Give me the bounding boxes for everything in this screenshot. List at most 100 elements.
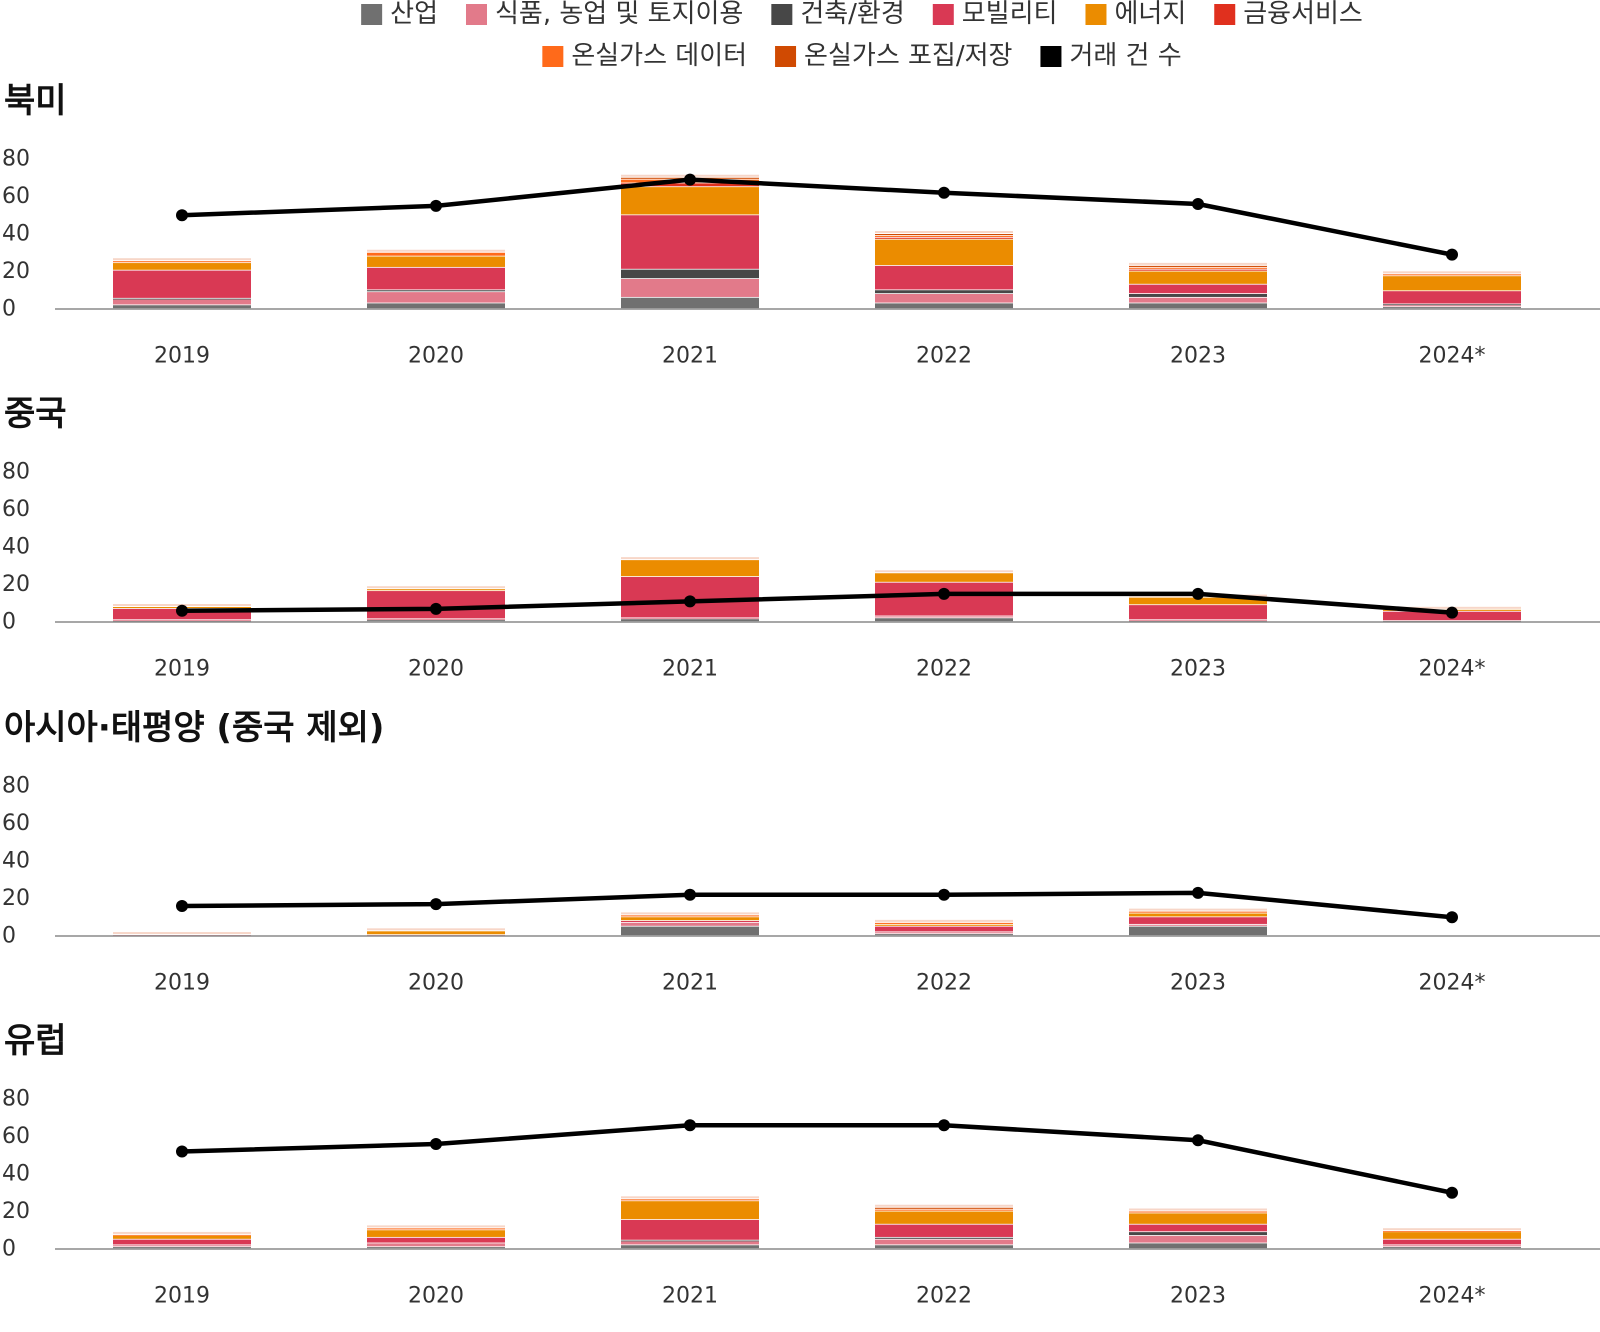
- x-tick-label: 2024*: [1419, 971, 1486, 996]
- y-tick-label: 20: [2, 886, 30, 911]
- y-tick-label: 20: [2, 1199, 30, 1224]
- bar-cap: [875, 1204, 1013, 1207]
- bar-segment: [1129, 297, 1267, 303]
- y-tick-label: 60: [2, 1124, 30, 1149]
- deal-count-point: [1446, 1186, 1458, 1199]
- legend-label: 에너지: [1114, 0, 1186, 29]
- bar-segment: [875, 237, 1013, 239]
- legend-label: 거래 건 수: [1069, 41, 1181, 71]
- y-tick-label: 40: [2, 1162, 30, 1187]
- x-tick-label: 2021: [662, 971, 718, 996]
- x-tick-label: 2021: [662, 344, 718, 369]
- y-tick-label: 60: [2, 811, 30, 836]
- bar-segment: [875, 234, 1013, 236]
- bar-segment: [875, 239, 1013, 266]
- bar-segment: [875, 922, 1013, 924]
- legend-item: 온실가스 데이터: [542, 41, 747, 71]
- bar-segment: [875, 1239, 1013, 1245]
- deal-count-point: [1192, 1134, 1204, 1147]
- deal-count-point: [938, 587, 950, 600]
- legend-label: 금융서비스: [1243, 0, 1363, 29]
- deal-count-point: [1192, 198, 1204, 210]
- chart-panel: 유럽 0 20 40 60 80 2019 2020 2021 2022 2023 2024*: [2, 1021, 1600, 1309]
- bar-segment: [621, 187, 759, 215]
- x-tick-label: 2024*: [1419, 344, 1486, 369]
- bar-segment: [1129, 267, 1267, 269]
- bar-cap: [621, 1196, 759, 1199]
- x-tick-label: 2023: [1170, 971, 1226, 996]
- x-tick-label: 2023: [1170, 344, 1226, 369]
- bar-segment: [367, 1230, 505, 1237]
- x-tick-label: 2023: [1170, 1284, 1226, 1309]
- bar-segment: [621, 1199, 759, 1201]
- x-tick-label: 2020: [408, 971, 464, 996]
- bar-segment: [875, 1211, 1013, 1224]
- legend-item: 건축/환경: [771, 0, 905, 29]
- bar-segment: [875, 303, 1013, 309]
- bar-segment: [621, 926, 759, 936]
- x-tick-label: 2019: [154, 1284, 210, 1309]
- bar-cap: [367, 249, 505, 252]
- x-tick-label: 2022: [916, 344, 972, 369]
- bar-cap: [875, 919, 1013, 922]
- bar-segment: [875, 265, 1013, 290]
- legend-label: 산업: [390, 0, 438, 29]
- bar-segment: [875, 616, 1013, 618]
- bar-segment: [875, 235, 1013, 237]
- legend-label: 온실가스 포집/저장: [804, 41, 1012, 71]
- bar-segment: [1129, 303, 1267, 309]
- panel-title: 아시아·태평양 (중국 제외): [4, 708, 384, 748]
- bar-segment: [113, 305, 251, 309]
- bar-segment: [1129, 284, 1267, 294]
- bar-segment: [875, 294, 1013, 303]
- y-tick-label: 80: [2, 1087, 30, 1112]
- deal-count-point: [176, 1145, 188, 1158]
- bar-cap: [113, 932, 251, 935]
- bar-segment: [367, 256, 505, 267]
- bar-segment: [621, 215, 759, 269]
- bar-segment: [621, 1201, 759, 1220]
- y-tick-label: 40: [2, 222, 30, 247]
- bar-segment: [367, 303, 505, 309]
- bar-segment: [875, 1224, 1013, 1237]
- chart-panel: 중국 0 20 40 60 80 2019 2020 2021 2022 2023 2024*: [2, 394, 1600, 682]
- bar-segment: [1129, 911, 1267, 913]
- y-tick-label: 80: [2, 460, 30, 485]
- legend-swatch: [542, 46, 564, 67]
- bar-segment: [1129, 1232, 1267, 1236]
- bar-segment: [621, 269, 759, 279]
- legend-item: 거래 건 수: [1040, 41, 1182, 71]
- bar-segment: [367, 1228, 505, 1230]
- deal-count-point: [430, 1138, 442, 1150]
- x-tick-label: 2024*: [1419, 1284, 1486, 1309]
- deal-count-point: [1192, 886, 1204, 899]
- bar-segment: [1383, 307, 1521, 309]
- bar-segment: [875, 573, 1013, 582]
- x-tick-label: 2022: [916, 657, 972, 682]
- bar-segment: [1129, 605, 1267, 620]
- bar-segment: [1129, 924, 1267, 926]
- deal-count-point: [430, 199, 442, 212]
- bar-segment: [1129, 1243, 1267, 1249]
- x-tick-label: 2024*: [1419, 657, 1486, 682]
- x-tick-label: 2022: [916, 1284, 972, 1309]
- legend-swatch: [932, 4, 954, 25]
- bar-segment: [1129, 265, 1267, 267]
- deal-count-point: [684, 888, 696, 901]
- x-tick-label: 2022: [916, 971, 972, 996]
- bar-cap: [113, 258, 251, 261]
- bar-segment: [621, 1219, 759, 1240]
- y-tick-label: 0: [2, 297, 16, 322]
- legend-label: 식품, 농업 및 토지이용: [495, 0, 743, 29]
- bar-segment: [367, 1237, 505, 1243]
- bar-cap: [1129, 908, 1267, 911]
- bar-segment: [367, 619, 505, 620]
- bar-segment: [875, 1237, 1013, 1239]
- legend-label: 모빌리티: [962, 0, 1058, 29]
- bar-segment: [621, 1240, 759, 1242]
- deal-count-point: [176, 209, 188, 222]
- bar-cap: [113, 1231, 251, 1234]
- bar-segment: [875, 932, 1013, 934]
